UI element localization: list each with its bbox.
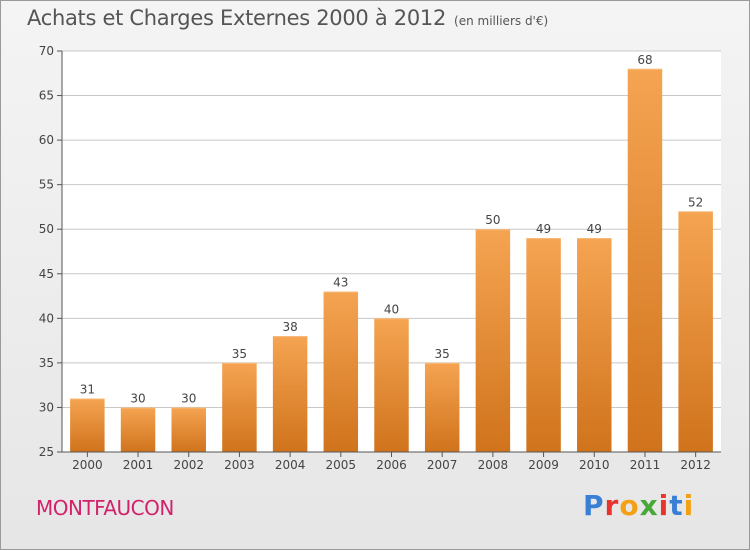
data-label: 52 [688, 195, 703, 209]
brand-letter: r [604, 489, 620, 522]
brand-letter: i [683, 489, 695, 522]
x-tick-label: 2007 [427, 458, 458, 472]
y-tick-label: 65 [39, 89, 54, 103]
x-tick-label: 2000 [72, 458, 103, 472]
data-label: 50 [485, 213, 500, 227]
x-tick-label: 2006 [376, 458, 407, 472]
bar [577, 238, 612, 452]
data-label: 49 [536, 222, 551, 236]
data-label: 38 [282, 320, 297, 334]
data-label: 35 [232, 347, 247, 361]
bar [374, 318, 409, 452]
x-tick-label: 2005 [326, 458, 357, 472]
axes [57, 50, 721, 457]
x-tick-label: 2004 [275, 458, 306, 472]
bar [70, 398, 105, 452]
data-label: 68 [637, 53, 652, 67]
data-label: 43 [333, 276, 348, 290]
bar [323, 291, 359, 452]
x-tick-label: 2012 [680, 458, 711, 472]
y-tick-label: 50 [39, 222, 54, 236]
y-tick-label: 35 [39, 356, 54, 370]
town-name: MONTFAUCON [36, 496, 174, 520]
y-tick-label: 45 [39, 267, 54, 281]
y-tick-label: 25 [39, 445, 54, 459]
data-label: 40 [384, 302, 399, 316]
x-tick-label: 2003 [224, 458, 255, 472]
data-label: 30 [130, 391, 145, 405]
bar [120, 407, 156, 452]
y-tick-label: 30 [39, 400, 54, 414]
brand-letter: P [583, 489, 605, 522]
y-tick-label: 60 [39, 133, 54, 147]
bar [526, 238, 561, 452]
brand-letter: i [658, 489, 670, 522]
x-tick-label: 2001 [123, 458, 154, 472]
brand-letter: o [619, 489, 640, 522]
x-tick-label: 2011 [630, 458, 661, 472]
chart-title-text: Achats et Charges Externes 2000 à 2012 [27, 6, 447, 30]
bar [475, 229, 511, 452]
bar [627, 68, 663, 453]
data-label: 31 [80, 383, 95, 397]
brand-logo: Proxiti [583, 489, 694, 522]
brand-letter: x [639, 489, 659, 522]
y-tick-label: 55 [39, 178, 54, 192]
x-tick-label: 2002 [173, 458, 204, 472]
chart-title: Achats et Charges Externes 2000 à 2012 (e… [27, 6, 548, 30]
data-label: 49 [587, 222, 602, 236]
data-label: 30 [181, 391, 196, 405]
bar [272, 336, 308, 452]
brand-letter: t [669, 489, 684, 522]
bars [70, 68, 713, 453]
x-tick-label: 2010 [579, 458, 610, 472]
bar [222, 362, 257, 452]
data-label: 35 [435, 347, 450, 361]
bar [424, 362, 460, 452]
y-tick-label: 70 [39, 44, 54, 58]
bar [678, 211, 713, 452]
y-tick-label: 40 [39, 311, 54, 325]
x-tick-label: 2009 [528, 458, 559, 472]
bar [171, 407, 206, 452]
labels: 25 30 35 40 45 50 55 60 65 70 31 2000 30 2001 30 2002 35… [39, 44, 711, 472]
chart-subtitle: (en milliers d'€) [454, 14, 549, 28]
x-tick-label: 2008 [478, 458, 509, 472]
